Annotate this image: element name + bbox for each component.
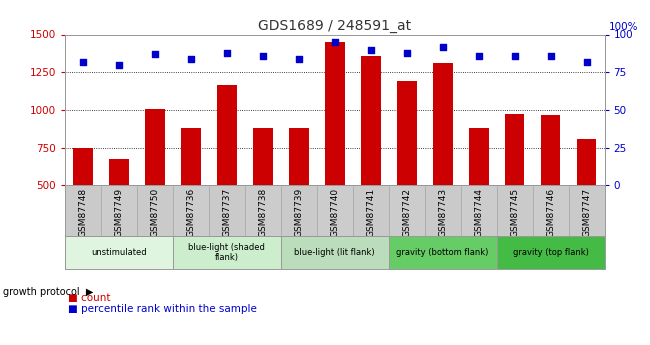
Title: GDS1689 / 248591_at: GDS1689 / 248591_at xyxy=(258,19,411,33)
Point xyxy=(222,50,232,55)
Text: GSM87737: GSM87737 xyxy=(222,188,231,237)
Bar xyxy=(73,148,93,185)
Point xyxy=(545,53,556,58)
Text: ■ count: ■ count xyxy=(68,294,110,303)
Bar xyxy=(65,185,101,236)
Text: GSM87741: GSM87741 xyxy=(366,188,375,237)
Bar xyxy=(181,128,201,185)
Text: GSM87736: GSM87736 xyxy=(187,188,196,237)
Bar xyxy=(253,128,273,185)
Text: GSM87745: GSM87745 xyxy=(510,188,519,237)
Text: GSM87742: GSM87742 xyxy=(402,188,411,237)
Bar xyxy=(433,63,452,185)
Text: 100%: 100% xyxy=(608,22,638,32)
Bar xyxy=(497,185,532,236)
Bar xyxy=(137,185,173,236)
Bar xyxy=(577,139,597,185)
Text: unstimulated: unstimulated xyxy=(91,248,147,257)
Bar xyxy=(325,42,344,185)
Text: blue-light (shaded
flank): blue-light (shaded flank) xyxy=(188,243,265,262)
Text: blue-light (lit flank): blue-light (lit flank) xyxy=(294,248,375,257)
Text: GSM87749: GSM87749 xyxy=(114,188,124,237)
Point xyxy=(150,51,160,57)
Point xyxy=(473,53,484,58)
Bar xyxy=(281,236,389,269)
Point xyxy=(437,44,448,49)
Bar xyxy=(504,114,525,185)
Point xyxy=(294,56,304,61)
Text: GSM87738: GSM87738 xyxy=(258,188,267,237)
Text: GSM87740: GSM87740 xyxy=(330,188,339,237)
Text: ■ percentile rank within the sample: ■ percentile rank within the sample xyxy=(68,304,257,314)
Text: gravity (top flank): gravity (top flank) xyxy=(513,248,588,257)
Text: gravity (bottom flank): gravity (bottom flank) xyxy=(396,248,489,257)
Point xyxy=(402,50,412,55)
Text: GSM87748: GSM87748 xyxy=(79,188,88,237)
Point xyxy=(510,53,520,58)
Bar xyxy=(145,109,165,185)
Bar xyxy=(396,81,417,185)
Point xyxy=(330,39,340,45)
Text: GSM87747: GSM87747 xyxy=(582,188,591,237)
Point xyxy=(114,62,124,67)
Text: growth protocol  ▶: growth protocol ▶ xyxy=(3,287,94,296)
Bar xyxy=(569,185,604,236)
Bar xyxy=(541,115,560,185)
Bar xyxy=(289,128,309,185)
Text: GSM87746: GSM87746 xyxy=(546,188,555,237)
Bar xyxy=(209,185,245,236)
Bar xyxy=(173,236,281,269)
Text: GSM87750: GSM87750 xyxy=(150,188,159,237)
Text: GSM87744: GSM87744 xyxy=(474,188,483,237)
Point xyxy=(78,59,88,65)
Text: GSM87739: GSM87739 xyxy=(294,188,304,237)
Bar xyxy=(469,128,489,185)
Bar xyxy=(424,185,461,236)
Bar xyxy=(217,85,237,185)
Text: GSM87743: GSM87743 xyxy=(438,188,447,237)
Bar xyxy=(497,236,604,269)
Bar xyxy=(361,56,381,185)
Point xyxy=(581,59,592,65)
Bar xyxy=(281,185,317,236)
Bar xyxy=(109,159,129,185)
Bar xyxy=(65,236,173,269)
Point xyxy=(257,53,268,58)
Point xyxy=(365,47,376,52)
Bar xyxy=(389,236,497,269)
Bar xyxy=(353,185,389,236)
Point xyxy=(186,56,196,61)
